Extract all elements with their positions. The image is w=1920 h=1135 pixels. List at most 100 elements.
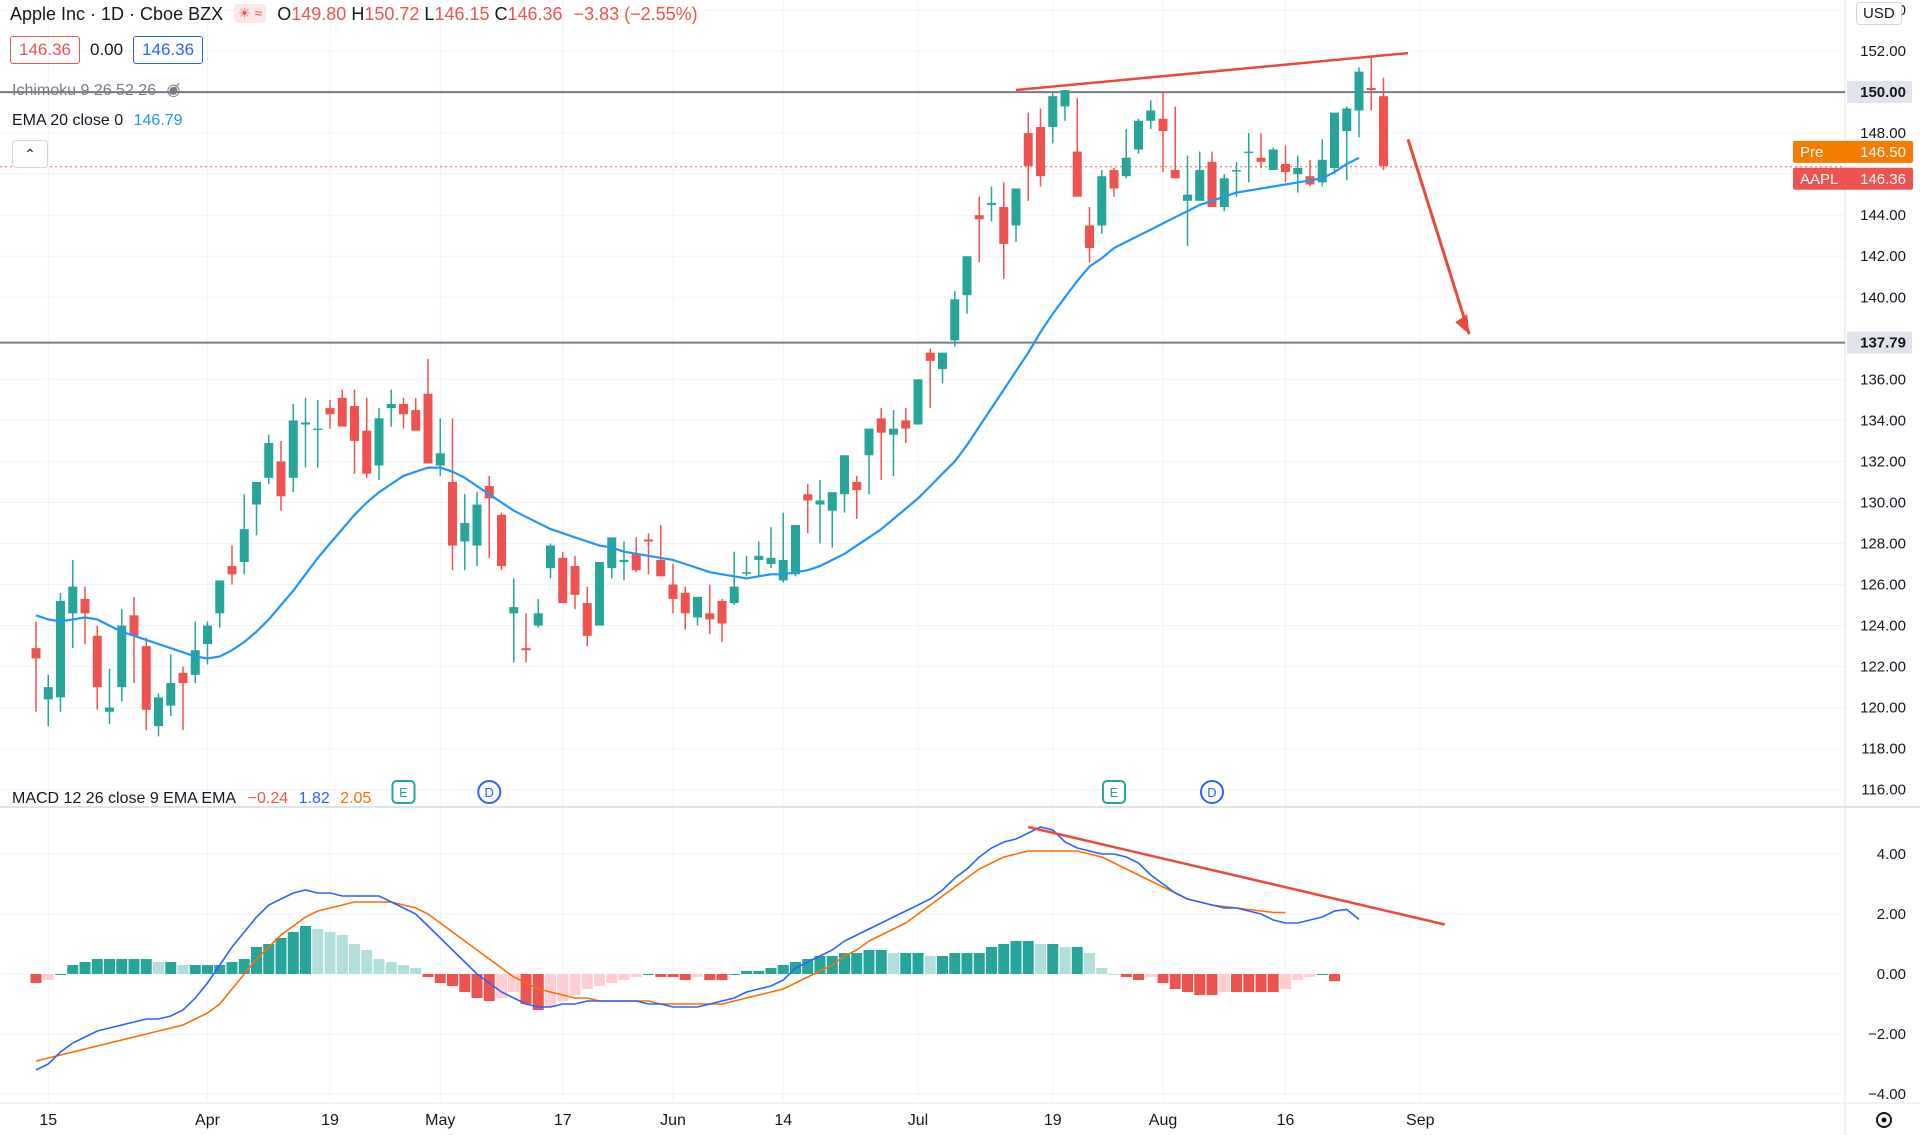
time-axis-label: 17 — [554, 1112, 572, 1129]
candle-body — [1183, 194, 1192, 201]
macd-hist-bar — [496, 974, 507, 998]
macd-hist-bar — [606, 974, 618, 983]
candle-body — [1317, 159, 1327, 183]
candle-body — [938, 352, 947, 370]
candle — [68, 559, 78, 649]
macd-axis-label: 0.00 — [1877, 966, 1906, 983]
candle-body — [607, 537, 617, 569]
macd-hist-bar — [153, 962, 164, 974]
event-marker[interactable]: E — [391, 780, 416, 804]
candle — [362, 397, 372, 478]
macd-hist-bar — [949, 953, 961, 974]
candle-body — [1366, 87, 1376, 91]
macd-hist-bar — [716, 974, 728, 980]
candle-body — [693, 596, 702, 618]
macd-hist-bar — [385, 962, 397, 974]
candle — [252, 481, 261, 536]
macd-hist-bar — [1329, 974, 1340, 982]
macd-hist-bar — [777, 965, 789, 974]
currency-button[interactable]: USD — [1856, 2, 1902, 25]
candle — [558, 551, 568, 604]
ask-button[interactable]: 146.36 — [133, 36, 204, 64]
candle — [925, 348, 935, 409]
ichimoku-legend[interactable]: Ichimoku 9 26 52 26 ◉̸ — [12, 80, 181, 100]
candle-body — [1048, 96, 1058, 127]
time-axis-label: Jul — [908, 1112, 928, 1129]
macd-hist-bar — [361, 950, 373, 974]
candle — [999, 182, 1009, 279]
candle — [656, 525, 666, 577]
candle — [43, 674, 53, 727]
candle-body — [778, 559, 788, 581]
candle — [227, 545, 237, 585]
candle-body — [913, 379, 923, 425]
price-tag-value: 146.36 — [1860, 171, 1906, 188]
candle — [154, 693, 163, 737]
candle — [374, 408, 384, 480]
candle — [889, 410, 898, 476]
macd-hist-bar — [630, 974, 642, 977]
candle — [1036, 108, 1045, 187]
event-marker[interactable]: D — [477, 780, 502, 804]
candle — [950, 291, 960, 347]
candle — [1379, 77, 1388, 171]
collapse-legend-button[interactable]: ⌃ — [12, 140, 48, 168]
level-axis-bg — [1847, 331, 1912, 354]
candle-body — [864, 428, 874, 456]
ichimoku-label: Ichimoku 9 26 52 26 — [12, 82, 157, 99]
ema-legend[interactable]: EMA 20 close 0 146.79 — [12, 112, 183, 130]
macd-hist-bar — [1157, 974, 1169, 983]
macd-hist-bar — [961, 953, 973, 974]
candle-body — [117, 625, 127, 688]
candle — [350, 389, 359, 474]
candle — [693, 596, 702, 626]
candle-body — [313, 428, 323, 431]
macd-hist-bar — [814, 956, 826, 974]
candle — [1072, 98, 1082, 197]
candle-body — [766, 557, 776, 565]
macd-hist-bar — [863, 950, 875, 974]
macd-hist-bar — [618, 974, 630, 980]
macd-hist-bar — [42, 974, 54, 980]
macd-hist-bar — [238, 959, 250, 974]
candle — [1048, 92, 1058, 144]
candle-body — [1330, 112, 1339, 168]
candle — [313, 399, 323, 468]
macd-hist-bar — [447, 974, 458, 986]
market-status-icon[interactable]: ☀ ≈ — [234, 4, 267, 23]
candle-body — [497, 514, 506, 567]
macd-hist-bar — [373, 959, 385, 974]
macd-hist-bar — [300, 926, 311, 974]
candle-body — [460, 522, 470, 542]
candle-body — [1134, 120, 1143, 150]
price-tag-name: AAPL — [1800, 171, 1838, 188]
candle — [1146, 100, 1156, 130]
macd-hist-bar — [251, 947, 262, 974]
candle-body — [974, 215, 984, 220]
macd-hist-bar — [839, 953, 850, 974]
candle-body — [203, 625, 212, 645]
symbol-title[interactable]: Apple Inc · 1D · Cboe BZX — [10, 4, 224, 24]
candle — [1109, 168, 1119, 197]
macd-hist-bar — [459, 974, 471, 992]
price-axis-label: 128.00 — [1860, 536, 1906, 553]
macd-hist-bar — [128, 959, 140, 974]
hidden-eye-icon[interactable]: ◉̸ — [166, 82, 181, 99]
settings-gear-icon[interactable] — [1876, 1112, 1892, 1128]
event-marker[interactable]: E — [1102, 780, 1126, 804]
macd-axis-label: −2.00 — [1868, 1026, 1906, 1043]
macd-hist-bar — [875, 950, 887, 974]
event-marker[interactable]: D — [1200, 780, 1224, 804]
candle-body — [521, 648, 531, 651]
candle — [484, 475, 494, 558]
low-value: 146.15 — [434, 4, 490, 24]
macd-legend[interactable]: MACD 12 26 close 9 EMA EMA −0.24 1.82 2.… — [12, 790, 371, 808]
price-axis-label: 130.00 — [1860, 494, 1906, 511]
bid-button[interactable]: 146.36 — [10, 36, 80, 64]
candle-body — [533, 613, 543, 626]
candle — [619, 541, 629, 581]
dividend-marker — [1200, 780, 1224, 804]
candle — [1268, 147, 1278, 171]
candle-body — [1036, 126, 1045, 177]
